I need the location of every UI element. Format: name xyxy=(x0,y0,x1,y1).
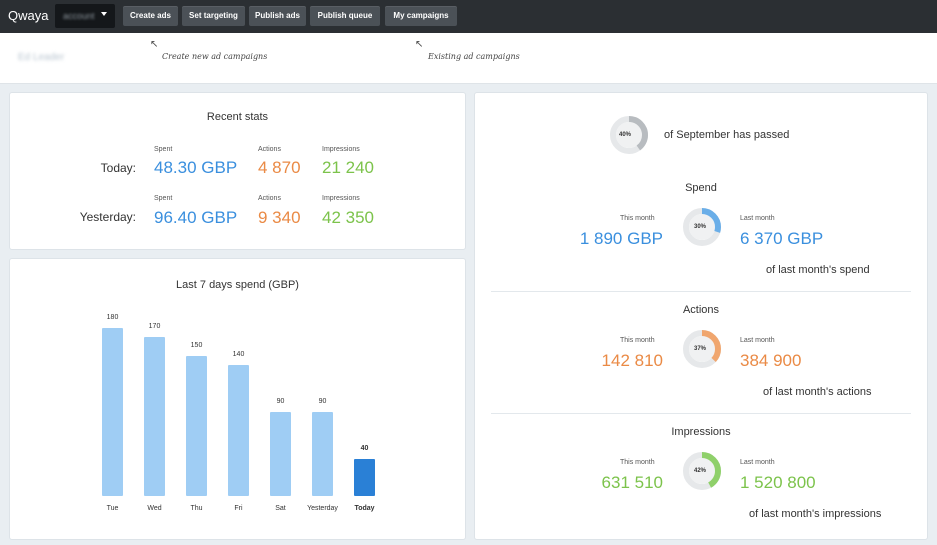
actions-last-month-value: 384 900 xyxy=(740,351,802,370)
spend-last-month-label: Last month xyxy=(740,215,775,222)
yesterday-spent-label: Spent xyxy=(154,195,173,202)
impressions-section-title: Impressions xyxy=(671,426,731,438)
bar-category-label: Sat xyxy=(275,505,286,512)
recent-stats-title: Recent stats xyxy=(206,111,269,123)
bar-value-label: 90 xyxy=(318,398,327,405)
chevron-down-icon xyxy=(101,12,107,16)
today-spent-value: 48.30 GBP xyxy=(154,158,238,177)
impressions-last-month-value: 1 520 800 xyxy=(740,473,816,492)
donut-progress-arc xyxy=(610,116,648,154)
spend-progress-donut xyxy=(682,207,722,247)
recent-stats-card: Recent stats Today: Spent 48.30 GBP Acti… xyxy=(10,93,465,249)
impressions-percent: 42% xyxy=(694,468,707,474)
arrow-up-left-icon: ↖ xyxy=(150,39,159,50)
divider xyxy=(491,291,911,292)
top-navigation-bar: Qwaya account Create ads Set targeting P… xyxy=(0,0,937,33)
bar-category-label: Fri xyxy=(234,505,243,512)
today-actions-label: Actions xyxy=(258,146,281,153)
bar-today xyxy=(354,458,375,496)
yesterday-impressions-label: Impressions xyxy=(322,195,360,202)
bar-value-label: 40 xyxy=(360,444,369,452)
bar-thu xyxy=(186,356,207,496)
impressions-this-month-label: This month xyxy=(620,459,655,466)
spend-caption: of last month's spend xyxy=(766,264,870,276)
month-progress-label: of September has passed xyxy=(664,129,790,141)
bar-fri xyxy=(228,365,249,496)
today-impressions-label: Impressions xyxy=(322,146,360,153)
donut-progress-arc xyxy=(683,208,721,246)
bar-chart: 180 Tue 170 Wed 150 Thu 140 Fri 90 Sat 90 Yesterday… xyxy=(10,259,465,539)
spend-this-month-label: This month xyxy=(620,215,655,222)
nav-my-campaigns-button[interactable]: My campaigns xyxy=(385,6,457,26)
spend-this-month-value: 1 890 GBP xyxy=(579,229,663,248)
donut-progress-arc xyxy=(683,330,721,368)
yesterday-actions-label: Actions xyxy=(258,195,281,202)
impressions-caption: of last month's impressions xyxy=(749,508,882,520)
impressions-progress-donut xyxy=(682,451,722,491)
bar-tue xyxy=(102,328,123,496)
divider xyxy=(491,413,911,414)
yesterday-impressions-value: 42 350 xyxy=(322,208,374,227)
bar-category-label: Yesterday xyxy=(307,505,338,512)
yesterday-actions-value: 9 340 xyxy=(258,208,301,227)
bar-yesterday xyxy=(312,412,333,496)
nav-publish-ads-button[interactable]: Publish ads xyxy=(249,6,306,26)
nav-create-ads-button[interactable]: Create ads xyxy=(123,6,178,26)
actions-caption: of last month's actions xyxy=(763,386,872,398)
account-name: account xyxy=(63,11,95,21)
today-impressions-value: 21 240 xyxy=(322,158,374,177)
nav-set-targeting-button[interactable]: Set targeting xyxy=(182,6,245,26)
spend-chart-card: Last 7 days spend (GBP) 180 Tue 170 Wed 150 T… xyxy=(10,259,465,539)
brand-logo[interactable]: Qwaya xyxy=(8,8,49,23)
actions-this-month-value: 142 810 xyxy=(601,351,663,370)
user-name: Ed Leader xyxy=(18,52,65,63)
bar-category-label: Today xyxy=(354,505,375,512)
donut-svg xyxy=(610,116,648,154)
page-header: Ed Leader ↖ Create new ad campaigns ↖ Ex… xyxy=(0,33,937,84)
hint-create-campaigns: Create new ad campaigns xyxy=(162,52,268,61)
bar-category-label: Thu xyxy=(190,505,203,512)
yesterday-label: Yesterday: xyxy=(79,210,136,224)
actions-last-month-label: Last month xyxy=(740,337,775,344)
impressions-last-month-label: Last month xyxy=(740,459,775,466)
donut-svg xyxy=(683,330,721,368)
chart-title: Last 7 days spend (GBP) xyxy=(176,279,299,291)
bar-value-label: 180 xyxy=(106,314,119,321)
bar-category-label: Tue xyxy=(106,505,119,512)
arrow-up-left-icon: ↖ xyxy=(415,39,424,50)
yesterday-spent-value: 96.40 GBP xyxy=(154,208,238,227)
today-label: Today: xyxy=(100,161,136,175)
donut-svg xyxy=(683,452,721,490)
donut-svg xyxy=(683,208,721,246)
today-spent-label: Spent xyxy=(154,146,173,153)
bar-value-label: 140 xyxy=(232,351,245,359)
month-progress-donut xyxy=(609,115,649,155)
actions-progress-donut xyxy=(682,329,722,369)
bar-value-label: 170 xyxy=(148,323,161,331)
nav-publish-queue-button[interactable]: Publish queue xyxy=(310,6,380,26)
actions-section-title: Actions xyxy=(682,304,720,316)
month-percent: 40% xyxy=(619,132,632,138)
donut-progress-arc xyxy=(683,452,721,490)
bar-category-label: Wed xyxy=(147,505,162,512)
monthly-progress-card: 40% of September has passed Spend This m… xyxy=(475,93,927,539)
actions-percent: 37% xyxy=(694,346,707,352)
actions-this-month-label: This month xyxy=(620,337,655,344)
spend-last-month-value: 6 370 GBP xyxy=(740,229,824,248)
bar-sat xyxy=(270,412,291,496)
today-actions-value: 4 870 xyxy=(258,158,301,177)
account-dropdown[interactable]: account xyxy=(55,4,115,28)
bar-value-label: 150 xyxy=(190,342,203,349)
hint-existing-campaigns: Existing ad campaigns xyxy=(428,52,520,61)
bar-wed xyxy=(144,337,165,496)
spend-percent: 30% xyxy=(694,224,707,230)
impressions-this-month-value: 631 510 xyxy=(601,473,663,492)
bar-value-label: 90 xyxy=(276,398,285,405)
spend-section-title: Spend xyxy=(685,182,717,194)
